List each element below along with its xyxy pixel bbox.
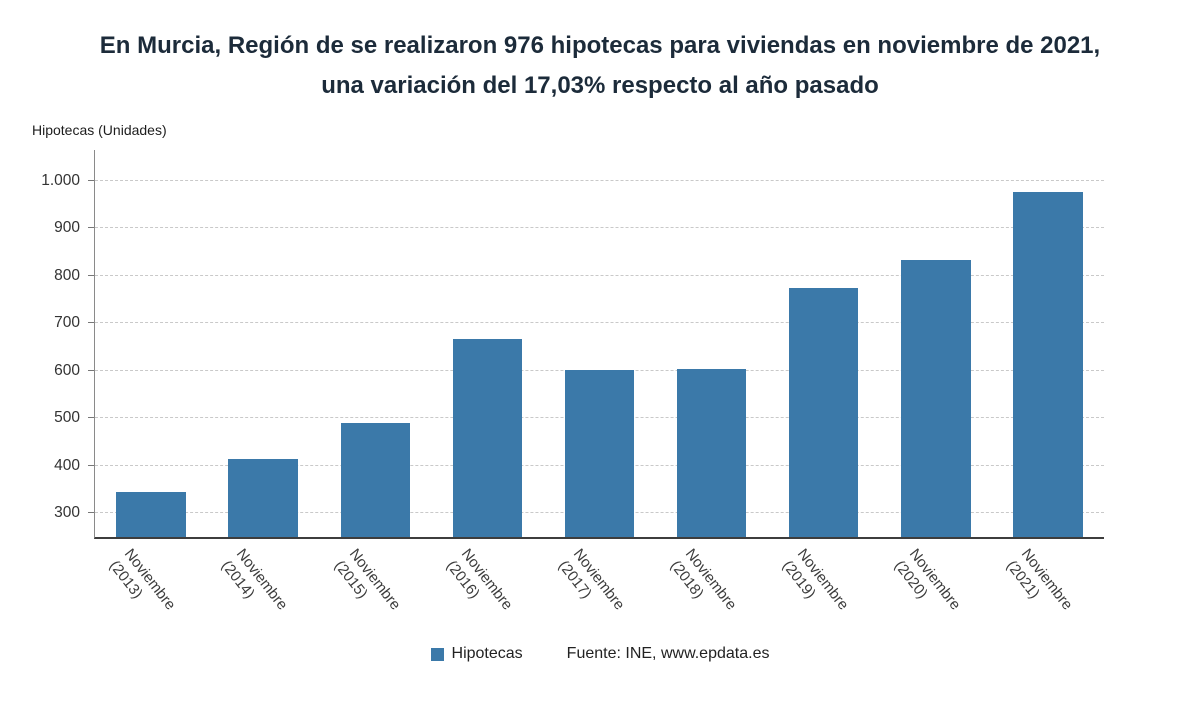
bar-noviembre-2019[interactable] (788, 287, 859, 537)
bar-slot: Noviembre (2014) (207, 150, 319, 613)
bar-noviembre-2015[interactable] (340, 423, 411, 537)
x-tick-label: Noviembre (2016) (442, 545, 517, 626)
plot-area: Noviembre (2013) Noviembre (2014) Noviembre(… (94, 150, 1104, 613)
y-tick-mark (88, 369, 94, 371)
y-tick-mark (88, 512, 94, 514)
bar-noviembre-2020[interactable] (901, 260, 971, 537)
bar-slot: Noviembre (2019) (768, 150, 880, 613)
x-tick-label: Noviembre (2018) (666, 545, 741, 626)
bar-slot: Noviembre (2018) (656, 150, 768, 613)
y-tick-label: 800 (54, 266, 80, 284)
bar-noviembre-2018[interactable] (676, 368, 747, 537)
gridline (95, 179, 1104, 181)
page-title: En Murcia, Región de se realizaron 976 h… (0, 0, 1200, 106)
bar-slot: Noviembre (2016) (431, 150, 543, 613)
y-tick-mark (88, 227, 94, 229)
y-tick-label: 1.000 (41, 171, 80, 189)
bar-noviembre-2016[interactable] (452, 338, 523, 537)
gridline (95, 227, 1104, 229)
bar-slot: Noviembre (2020) (880, 150, 992, 613)
source-prefix: Fuente: INE, (566, 645, 657, 662)
bar-noviembre-2021[interactable] (1013, 192, 1083, 537)
chart: 300 400 500 600 700 800 900 1.000 Noviembre (201… (30, 150, 1104, 613)
axis-unit-label: Hipotecas (Unidades) (32, 122, 167, 138)
bar-slot: Noviembre (2021) (992, 150, 1104, 613)
bar-slot: Noviembre (2015) (319, 150, 431, 613)
legend-label: Hipotecas (451, 645, 523, 662)
source-text: Fuente: INE, www.epdata.es (567, 645, 770, 663)
chart-footer: Hipotecas Fuente: INE, www.epdata.es (0, 645, 1200, 663)
page-title-line1: En Murcia, Región de se realizaron 976 h… (99, 32, 1101, 59)
x-tick-label: Noviembre (2020) (890, 545, 965, 626)
bar-slot: Noviembre (2013) (95, 150, 207, 613)
gridline (95, 322, 1104, 324)
x-tick-label: Noviembre (2014) (218, 545, 293, 626)
x-tick-label: Noviembre (2017) (554, 545, 629, 626)
gridline (95, 274, 1104, 276)
y-tick-mark (88, 274, 94, 276)
bar-noviembre-2014[interactable] (228, 458, 298, 537)
y-tick-label: 300 (54, 504, 80, 522)
y-tick-mark (88, 322, 94, 324)
y-tick-label: 400 (54, 456, 80, 474)
page-title-line2: una variación del 17,03% respecto al año… (321, 72, 879, 99)
y-tick-label: 600 (54, 361, 80, 379)
x-tick-label: Noviembre (2019) (778, 545, 853, 626)
legend-swatch (430, 647, 444, 661)
bar-slot: Noviembre (2017) (543, 150, 655, 613)
y-tick-mark (88, 179, 94, 181)
bar-noviembre-2017[interactable] (564, 369, 635, 537)
x-tick-label: Noviembre (2021) (1002, 545, 1077, 626)
source-site: www.epdata.es (660, 645, 770, 662)
y-tick-label: 700 (54, 314, 80, 332)
x-tick-label: Noviembre (2015) (330, 545, 405, 626)
bar-noviembre-2013[interactable] (116, 491, 186, 537)
legend-item-hipotecas[interactable]: Hipotecas (430, 645, 523, 663)
y-axis: 300 400 500 600 700 800 900 1.000 (30, 150, 94, 537)
y-tick-mark (88, 464, 94, 466)
x-tick-label: Noviembre (2013) (105, 545, 180, 626)
y-tick-label: 900 (54, 219, 80, 237)
bars-row: Noviembre (2013) Noviembre (2014) Noviembre(… (95, 150, 1104, 613)
y-tick-label: 500 (54, 409, 80, 427)
y-tick-mark (88, 417, 94, 419)
